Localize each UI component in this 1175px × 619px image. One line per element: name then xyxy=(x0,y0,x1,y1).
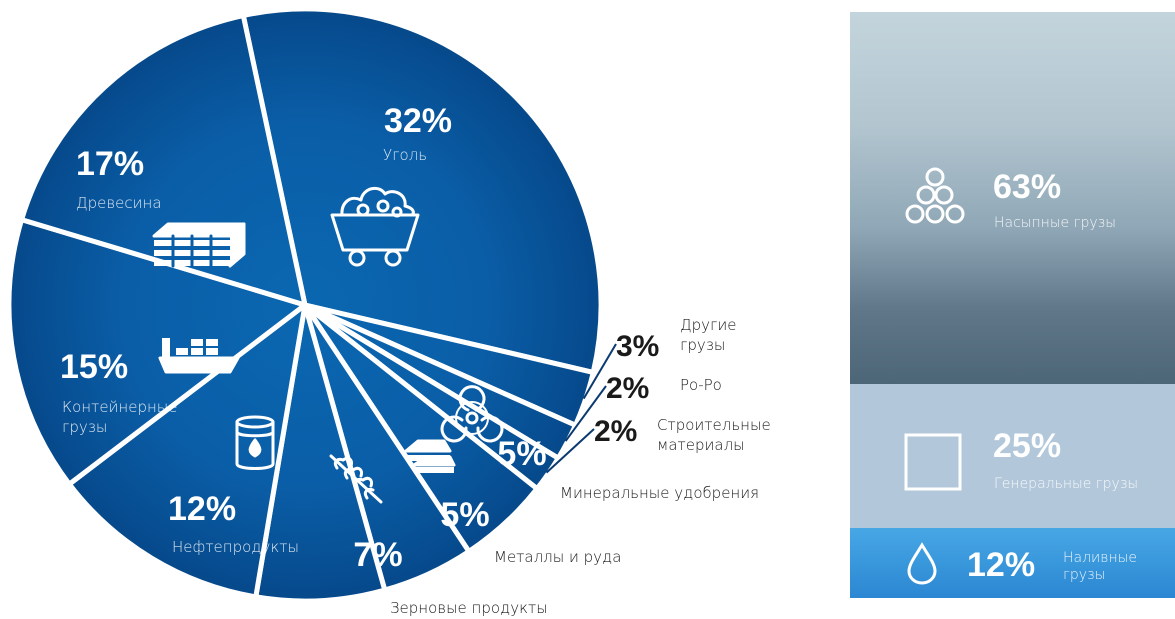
bulk-pile-icon xyxy=(905,167,965,224)
container-ship-icon xyxy=(158,338,240,374)
general-percent: 25% xyxy=(993,427,1062,465)
slice-1-value-label: 32% xyxy=(384,102,452,140)
bulk-label: Насыпные грузы xyxy=(994,215,1116,231)
timber-stack-icon xyxy=(152,222,246,268)
slice-2-value-label: 3% xyxy=(616,330,659,363)
slice-3-label: Ро-Ро xyxy=(680,376,722,394)
liquid-label-line2: грузы xyxy=(1063,567,1106,583)
slice-8-value-label: 12% xyxy=(168,490,236,528)
slice-10-value-label: 17% xyxy=(76,145,144,183)
slice-10-label: Древесина xyxy=(76,194,162,212)
slice-6-value-label: 5% xyxy=(440,496,489,534)
slice-9-label-line1: Контейнерные xyxy=(62,398,178,416)
slice-2-leader-line xyxy=(582,343,617,400)
slice-9-label-line2: грузы xyxy=(62,418,107,436)
slice-4-leader-line xyxy=(545,428,595,474)
liquid-label-line1: Наливные xyxy=(1063,550,1137,566)
pie-slice-7 xyxy=(253,302,388,604)
pie-slice-8 xyxy=(66,302,308,600)
liquid-percent: 12% xyxy=(967,546,1036,584)
bulk-percent: 63% xyxy=(993,168,1062,206)
oil-barrel-icon xyxy=(235,415,275,470)
slice-4-value-label: 2% xyxy=(594,415,637,448)
pie-slice-9 xyxy=(6,217,308,487)
bulk-cargo-panel: 63% Насыпные грузы xyxy=(850,12,1175,384)
slice-9-value-label: 15% xyxy=(60,348,128,386)
general-label: Генеральные грузы xyxy=(994,476,1139,492)
slice-4-label-line2: материалы xyxy=(657,436,745,454)
slice-8-label: Нефтепродукты xyxy=(172,538,299,556)
slice-5-label: Минеральные удобрения xyxy=(560,484,759,502)
wheat-icon xyxy=(329,454,383,504)
slice-5-value-label: 5% xyxy=(497,435,546,473)
square-box-icon xyxy=(904,433,962,491)
slice-7-value-label: 7% xyxy=(353,536,402,574)
pie-slice-1 xyxy=(240,6,604,375)
slice-6-label: Металлы и руда xyxy=(494,548,621,566)
slice-2-label-line1: Другие xyxy=(680,316,737,334)
general-cargo-panel: 25% Генеральные грузы xyxy=(850,384,1175,528)
pie-chart: 32% Уголь 3% Другие грузы 2% Ро-Ро 2% Строительн… xyxy=(6,6,771,617)
metal-ingots-icon xyxy=(404,439,456,473)
slice-3-leader-line xyxy=(564,385,607,442)
slice-4-label-line1: Строительные xyxy=(657,416,771,434)
slice-1-label: Уголь xyxy=(383,146,427,164)
drop-icon xyxy=(907,542,937,585)
coal-cart-icon xyxy=(330,186,420,267)
slice-3-value-label: 2% xyxy=(606,372,649,405)
slice-2-label-line2: грузы xyxy=(680,336,725,354)
liquid-cargo-panel: 12% Наливные грузы xyxy=(850,528,1175,598)
biohazard-icon xyxy=(440,385,504,443)
slice-7-label: Зерновые продукты xyxy=(390,599,548,617)
